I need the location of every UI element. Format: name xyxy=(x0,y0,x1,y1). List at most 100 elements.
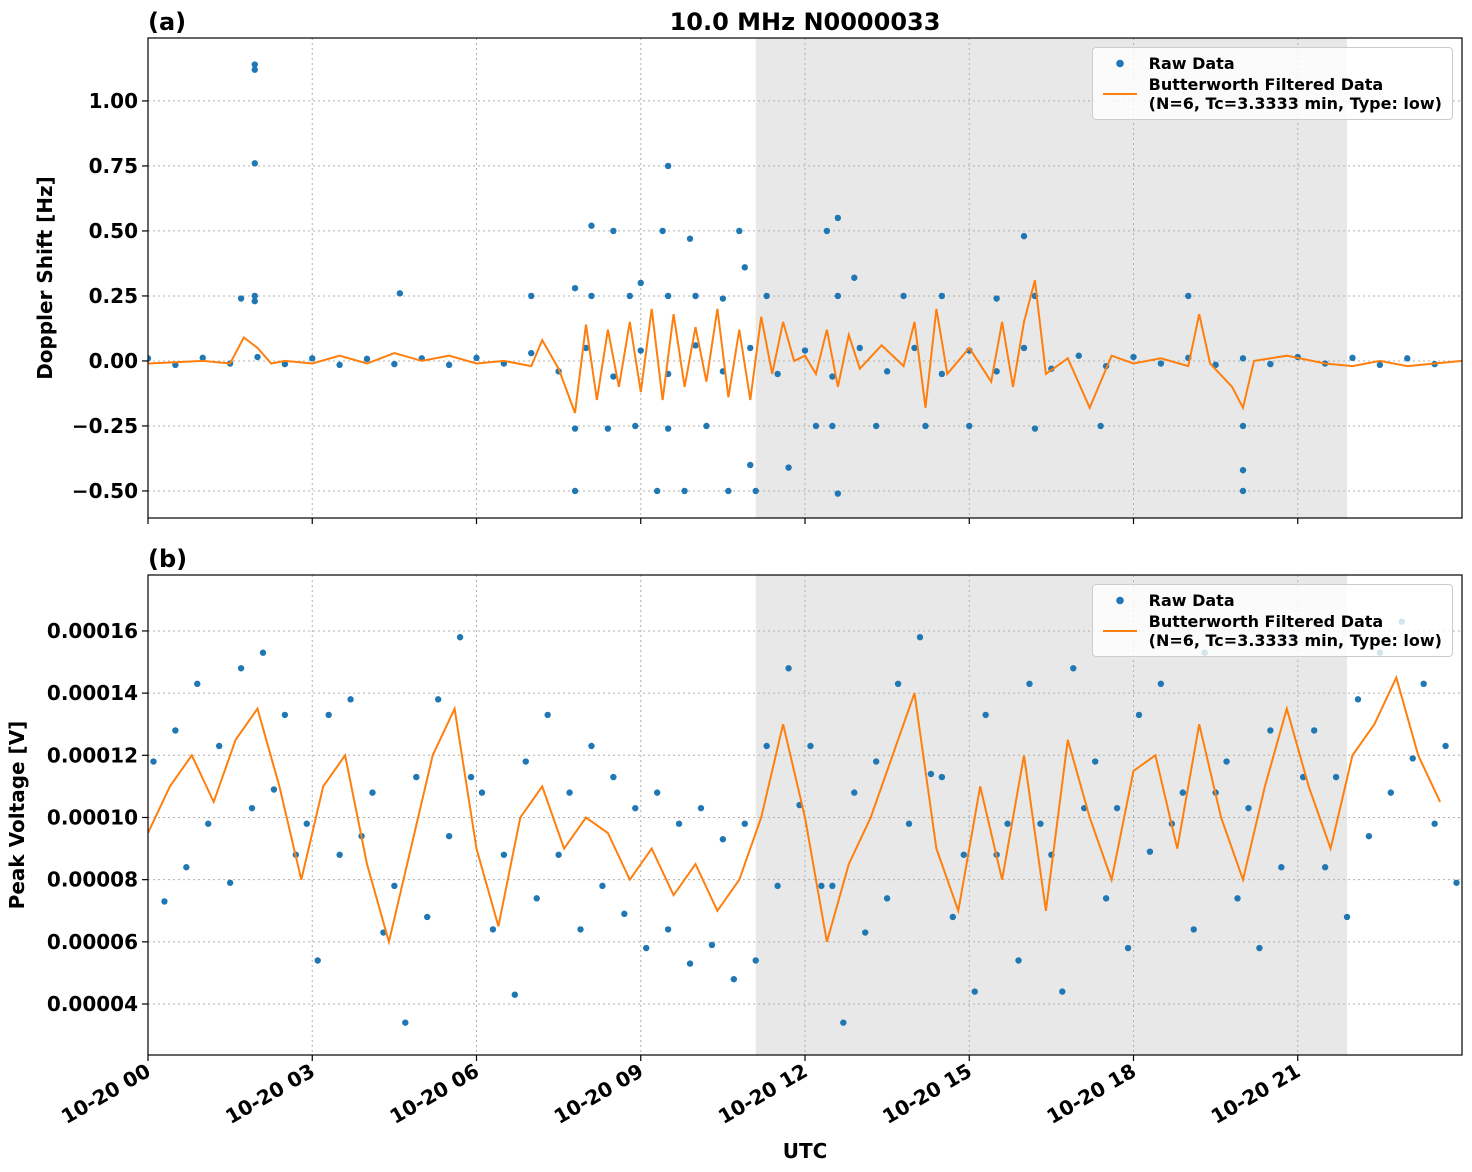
data-point xyxy=(730,975,738,983)
data-point xyxy=(911,344,918,352)
data-point xyxy=(812,422,820,430)
y-tick-label: 0.00006 xyxy=(47,930,138,954)
data-point xyxy=(281,360,289,368)
data-point xyxy=(1404,355,1411,362)
data-line xyxy=(148,280,1462,414)
x-tick-label: 10-20 18 xyxy=(1042,1059,1140,1129)
data-point xyxy=(686,960,694,967)
data-point xyxy=(829,422,836,430)
data-point xyxy=(1376,361,1384,369)
data-point xyxy=(270,786,278,793)
data-point xyxy=(1031,425,1039,432)
data-point xyxy=(1256,944,1263,952)
data-point xyxy=(347,696,354,703)
data-point xyxy=(1059,988,1066,995)
data-point xyxy=(664,425,672,432)
data-point xyxy=(528,292,535,300)
data-point xyxy=(626,292,633,300)
data-point xyxy=(1146,848,1154,855)
data-point xyxy=(1157,680,1165,688)
y-tick-label: 0.00016 xyxy=(47,619,138,643)
data-point xyxy=(1245,804,1252,812)
data-point xyxy=(632,804,639,812)
data-point xyxy=(752,957,759,964)
data-point xyxy=(982,711,989,719)
data-point xyxy=(1239,422,1247,430)
data-point xyxy=(1349,354,1356,362)
legend: Raw Data Butterworth Filtered Data (N=6, … xyxy=(1091,584,1453,657)
data-point xyxy=(938,773,946,781)
data-point xyxy=(681,487,688,495)
data-line xyxy=(148,674,1442,946)
data-point xyxy=(1310,727,1318,734)
y-tick-label: 1.00 xyxy=(89,89,138,113)
data-point xyxy=(1278,864,1285,871)
data-point xyxy=(1267,727,1274,734)
y-tick-label: 0.00008 xyxy=(47,868,138,892)
data-point xyxy=(1004,820,1011,827)
data-point xyxy=(774,882,781,890)
data-point xyxy=(1234,895,1241,902)
data-point xyxy=(1026,680,1033,688)
data-point xyxy=(1135,711,1143,719)
data-point xyxy=(692,342,699,349)
data-point xyxy=(511,991,519,998)
data-point xyxy=(736,227,743,235)
x-tick-label: 10-20 15 xyxy=(878,1059,976,1129)
data-point xyxy=(960,851,967,858)
data-point xyxy=(500,851,508,858)
legend-entry: Butterworth Filtered Data (N=6, Tc=3.333… xyxy=(1101,75,1442,113)
data-point xyxy=(599,882,606,890)
data-point xyxy=(829,882,836,890)
data-point xyxy=(571,487,579,495)
data-point xyxy=(1102,895,1110,902)
data-point xyxy=(363,355,371,363)
data-point xyxy=(632,422,639,430)
x-axis-label: UTC xyxy=(783,1139,828,1163)
data-point xyxy=(1239,466,1247,474)
data-point xyxy=(1267,360,1274,368)
data-point xyxy=(1442,742,1449,750)
data-point xyxy=(148,355,152,362)
data-point xyxy=(774,370,781,378)
data-point xyxy=(686,235,694,242)
data-point xyxy=(763,292,770,300)
data-point xyxy=(664,162,672,170)
data-point xyxy=(369,789,376,796)
data-point xyxy=(1332,773,1340,781)
data-point xyxy=(916,633,924,641)
data-point xyxy=(336,851,343,858)
data-point xyxy=(588,742,595,750)
data-point xyxy=(1037,820,1044,827)
data-point xyxy=(205,820,212,827)
legend: Raw Data Butterworth Filtered Data (N=6, … xyxy=(1091,47,1453,120)
data-point xyxy=(823,227,831,235)
data-point xyxy=(325,711,332,719)
y-axis-label: Peak Voltage [V] xyxy=(5,721,29,910)
data-point xyxy=(883,895,891,902)
data-point xyxy=(544,711,551,719)
legend-entry: Butterworth Filtered Data (N=6, Tc=3.333… xyxy=(1101,612,1442,650)
data-point xyxy=(637,279,644,287)
data-point xyxy=(456,633,464,641)
legend-label: Butterworth Filtered Data (N=6, Tc=3.333… xyxy=(1148,75,1442,113)
data-point xyxy=(1354,696,1362,703)
data-point xyxy=(445,361,453,369)
data-point xyxy=(1431,820,1438,827)
data-point xyxy=(248,804,256,812)
data-point xyxy=(1124,944,1132,952)
data-point xyxy=(719,295,727,302)
data-point xyxy=(150,758,157,765)
data-point xyxy=(643,944,650,952)
x-tick-label: 10-20 12 xyxy=(714,1059,812,1129)
data-point xyxy=(445,832,453,840)
data-point xyxy=(719,836,727,843)
data-point xyxy=(473,354,480,362)
data-point xyxy=(659,227,666,235)
data-point xyxy=(905,820,913,827)
data-point xyxy=(883,368,891,375)
data-point xyxy=(703,422,710,430)
data-point xyxy=(1113,804,1121,812)
data-point xyxy=(949,913,957,921)
data-point xyxy=(938,292,946,300)
